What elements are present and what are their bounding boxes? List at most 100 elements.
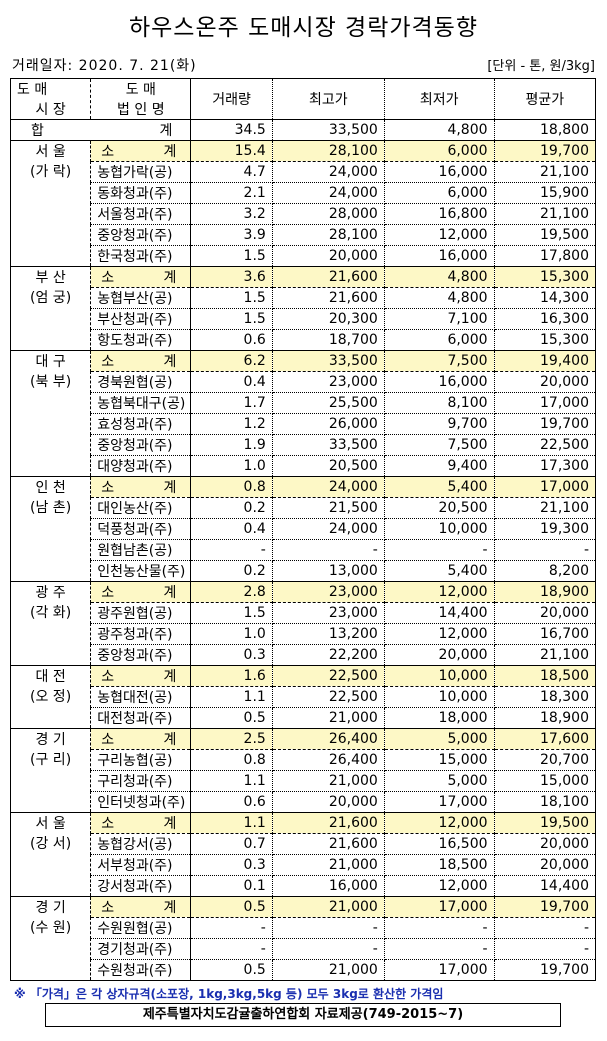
subtotal-volume: 1.1 bbox=[190, 812, 273, 834]
subtotal-row: 서 울 (가 락) 소 계 15.4 28,100 6,000 19,700 bbox=[9, 140, 597, 267]
subtotal-row: 대 구 (북 부) 소 계 6.2 33,500 7,500 19,400 bbox=[9, 350, 597, 477]
market-city: 서 울 bbox=[35, 144, 66, 160]
market-district: (엄 궁) bbox=[30, 290, 72, 306]
volume-cell: 1.0 bbox=[190, 455, 273, 477]
volume-cell: 0.4 bbox=[190, 518, 273, 540]
trade-date: 거래일자: 2020. 7. 21(화) bbox=[12, 58, 197, 74]
avg-cell: 8,200 bbox=[494, 560, 597, 582]
subtotal-max: 21,000 bbox=[272, 896, 385, 918]
header-max: 최고가 bbox=[272, 78, 385, 120]
subtotal-avg: 15,300 bbox=[494, 266, 597, 288]
min-cell: 5,400 bbox=[384, 560, 495, 582]
subtotal-min: 5,000 bbox=[384, 728, 495, 750]
market-district: (강 서) bbox=[30, 836, 72, 852]
avg-cell: 17,000 bbox=[494, 392, 597, 414]
avg-cell: 19,700 bbox=[494, 413, 597, 435]
min-cell: 17,000 bbox=[384, 959, 495, 981]
volume-cell: 1.5 bbox=[190, 287, 273, 309]
corp-name: 동화청과(주) bbox=[90, 182, 192, 204]
avg-cell: 20,000 bbox=[494, 371, 597, 393]
volume-cell: 1.5 bbox=[190, 308, 273, 330]
table-row: 동화청과(주) 2.1 24,000 6,000 15,900 bbox=[11, 182, 597, 204]
market-name: 인 천 (남 촌) bbox=[9, 476, 92, 582]
max-cell: 22,500 bbox=[272, 686, 385, 708]
max-cell: 13,200 bbox=[272, 623, 385, 645]
avg-cell: 15,300 bbox=[494, 329, 597, 351]
min-cell: 6,000 bbox=[384, 182, 495, 204]
subtotal-avg: 19,400 bbox=[494, 350, 597, 372]
max-cell: 21,600 bbox=[272, 833, 385, 855]
market-district: (각 화) bbox=[30, 605, 72, 621]
subtotal-min: 5,400 bbox=[384, 476, 495, 498]
max-cell: 23,000 bbox=[272, 602, 385, 624]
subtotal-max: 26,400 bbox=[272, 728, 385, 750]
volume-cell: 0.6 bbox=[190, 791, 273, 813]
max-cell: 21,000 bbox=[272, 854, 385, 876]
corp-name: 수원청과(주) bbox=[90, 959, 192, 981]
max-cell: 28,100 bbox=[272, 224, 385, 246]
min-cell: 12,000 bbox=[384, 623, 495, 645]
max-cell: 26,000 bbox=[272, 413, 385, 435]
market-name: 경 기 (구 리) bbox=[9, 728, 92, 813]
min-cell: 12,000 bbox=[384, 224, 495, 246]
max-cell: 22,200 bbox=[272, 644, 385, 666]
corp-name: 원협남촌(공) bbox=[90, 539, 192, 561]
avg-cell: - bbox=[494, 917, 597, 939]
table-row: 농협북대구(공) 1.7 25,500 8,100 17,000 bbox=[11, 392, 597, 414]
avg-cell: 21,100 bbox=[494, 203, 597, 225]
header-volume: 거래량 bbox=[190, 78, 273, 120]
max-cell: - bbox=[272, 938, 385, 960]
min-cell: 16,500 bbox=[384, 833, 495, 855]
table-row: 수원원협(공) - - - - bbox=[11, 917, 597, 939]
subtotal-avg: 17,000 bbox=[494, 476, 597, 498]
subtotal-max: 24,000 bbox=[272, 476, 385, 498]
corp-name: 농협대전(공) bbox=[90, 686, 192, 708]
market-district: (남 촌) bbox=[30, 500, 72, 516]
corp-name: 효성청과(주) bbox=[90, 413, 192, 435]
min-cell: 16,000 bbox=[384, 161, 495, 183]
max-cell: 20,000 bbox=[272, 245, 385, 267]
market-city: 광 주 bbox=[35, 585, 66, 601]
subtotal-max: 23,000 bbox=[272, 581, 385, 603]
volume-cell: 1.7 bbox=[190, 392, 273, 414]
corp-name: 대전청과(주) bbox=[90, 707, 192, 729]
market-district: (구 리) bbox=[30, 752, 72, 768]
volume-cell: 0.8 bbox=[190, 749, 273, 771]
subtotal-row: 인 천 (남 촌) 소 계 0.8 24,000 5,400 17,000 bbox=[9, 476, 597, 582]
corp-name: 서울청과(주) bbox=[90, 203, 192, 225]
max-cell: 25,500 bbox=[272, 392, 385, 414]
source-box: 제주특별자치도감귤출하연합회 자료제공(749-2015~7) bbox=[45, 1003, 561, 1027]
table-row: 덕풍청과(주) 0.4 24,000 10,000 19,300 bbox=[11, 518, 597, 540]
unit-label: [단위 - 톤, 원/3kg] bbox=[487, 59, 595, 74]
max-cell: 20,500 bbox=[272, 455, 385, 477]
volume-cell: 0.3 bbox=[190, 854, 273, 876]
table-row: 원협남촌(공) - - - - bbox=[11, 539, 597, 561]
table-row: 부산청과(주) 1.5 20,300 7,100 16,300 bbox=[11, 308, 597, 330]
corp-name: 항도청과(주) bbox=[90, 329, 192, 351]
table-row: 중앙청과(주) 3.9 28,100 12,000 19,500 bbox=[11, 224, 597, 246]
min-cell: 18,000 bbox=[384, 707, 495, 729]
min-cell: 16,800 bbox=[384, 203, 495, 225]
min-cell: 9,700 bbox=[384, 413, 495, 435]
corp-name: 광주청과(주) bbox=[90, 623, 192, 645]
market-city: 경 기 bbox=[35, 900, 66, 916]
max-cell: 18,700 bbox=[272, 329, 385, 351]
table-row: 중앙청과(주) 0.3 22,200 20,000 21,100 bbox=[11, 644, 597, 666]
subtotal-min: 7,500 bbox=[384, 350, 495, 372]
market-city: 인 천 bbox=[35, 480, 66, 496]
volume-cell: 1.5 bbox=[190, 245, 273, 267]
corp-name: 농협북대구(공) bbox=[90, 392, 192, 414]
max-cell: 13,000 bbox=[272, 560, 385, 582]
min-cell: - bbox=[384, 938, 495, 960]
avg-cell: 16,300 bbox=[494, 308, 597, 330]
min-cell: 10,000 bbox=[384, 518, 495, 540]
avg-cell: 19,300 bbox=[494, 518, 597, 540]
corp-name: 농협가락(공) bbox=[90, 161, 192, 183]
